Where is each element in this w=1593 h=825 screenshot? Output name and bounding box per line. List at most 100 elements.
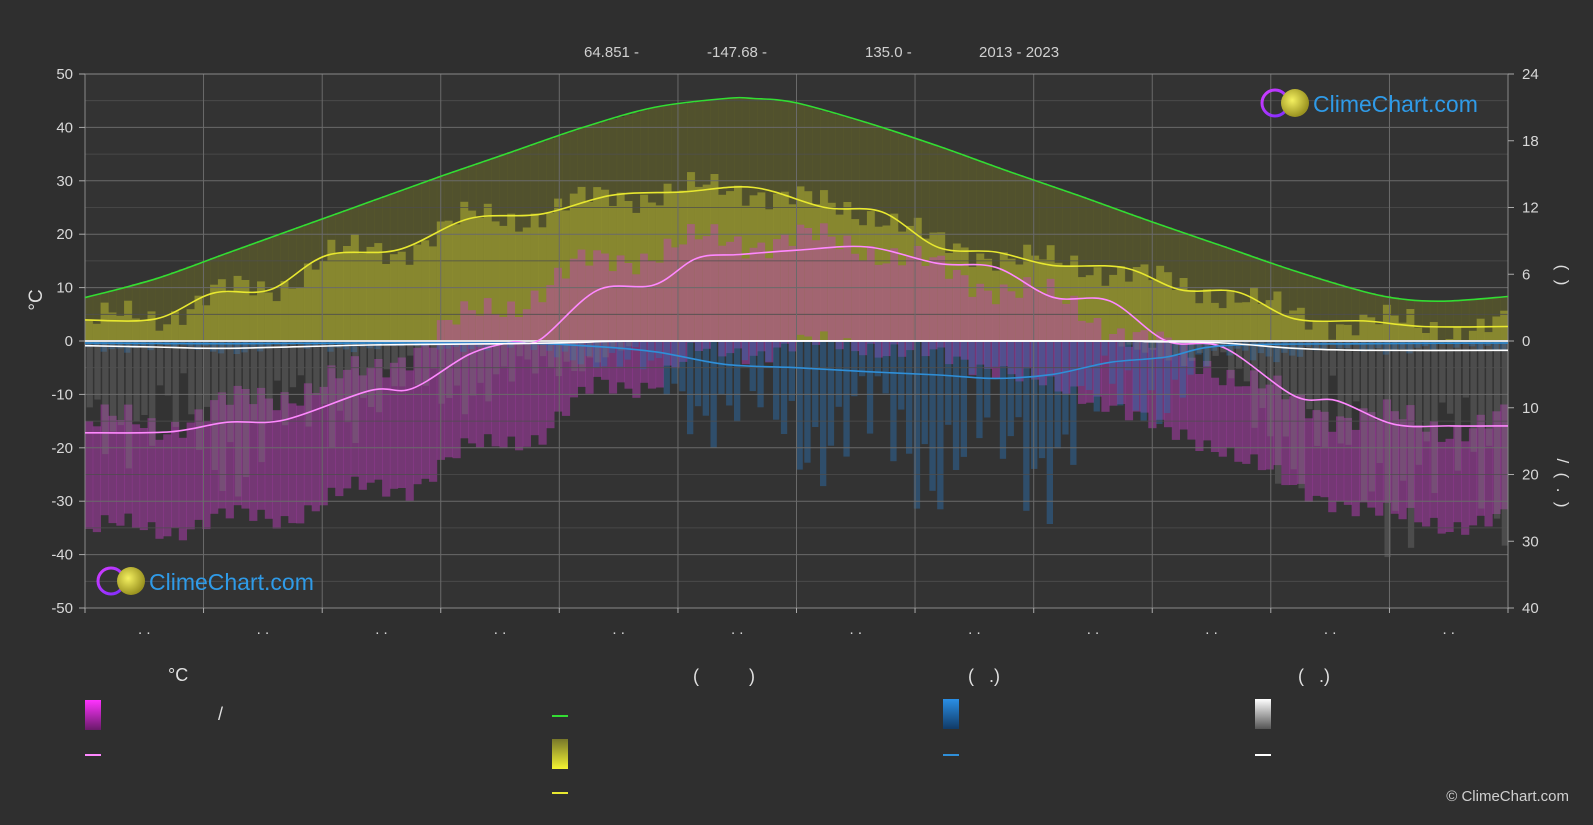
snow-bar (1431, 341, 1438, 493)
sunshine-bar (1226, 290, 1235, 341)
sunshine-bar (804, 191, 813, 341)
temp-range-bar (522, 309, 531, 447)
sunshine-bar (147, 311, 156, 341)
snow-bar (94, 341, 101, 400)
temp-range-bar (1328, 431, 1337, 513)
daylight-bar (296, 227, 305, 341)
temp-range-bar (1468, 428, 1478, 526)
precip-bar (1195, 341, 1202, 355)
sunshine-bar (945, 253, 954, 341)
sunshine-bar (468, 210, 477, 341)
sunshine-bar (202, 305, 211, 341)
temp-range-bar (186, 422, 195, 530)
precip-bar (210, 341, 217, 352)
temp-range-bar (663, 238, 672, 366)
temp-range-bar (616, 255, 625, 383)
sunshine-bar (116, 315, 125, 341)
legend-temp-heading: °C (168, 665, 189, 685)
sunshine-bar (1257, 303, 1266, 341)
sunshine-bar (1093, 267, 1102, 341)
legend-max-temp-line (85, 754, 101, 756)
snow-bar (1384, 341, 1391, 558)
sunshine-bar (1023, 244, 1032, 341)
precip-bar (1117, 341, 1124, 406)
precip-bar (671, 341, 678, 384)
precip-bar (468, 341, 475, 349)
daylight-bar (171, 272, 180, 341)
sunshine-bar (984, 258, 993, 341)
snow-bar (1306, 341, 1313, 410)
sunshine-bar (1351, 335, 1360, 341)
sunshine-bar (1343, 324, 1352, 341)
temp-range-bar (327, 365, 336, 488)
legend-temp-range-swatch (85, 700, 101, 730)
legend-snow-swatch (1255, 699, 1271, 729)
sunshine-bar (1492, 316, 1501, 341)
sunshine-bar (272, 301, 281, 341)
daylight-bar (85, 296, 94, 341)
sunshine-bar (538, 227, 547, 341)
temp-range-bar (1320, 411, 1329, 498)
logo-top-right[interactable]: ClimeChart.com (1260, 88, 1478, 118)
precip-bar (945, 341, 952, 425)
temp-range-bar (952, 269, 962, 357)
sunshine-bar (288, 288, 297, 341)
precip-bar (1140, 341, 1147, 421)
temp-range-bar (178, 437, 187, 541)
precip-bar (655, 341, 663, 358)
sunshine-bar (1156, 265, 1165, 341)
sunshine-bar (726, 191, 735, 341)
precip-bar (913, 341, 921, 509)
temp-range-bar (1336, 416, 1345, 502)
copyright[interactable]: © ClimeChart.com (1446, 788, 1569, 805)
temp-range-bar (1085, 322, 1094, 403)
snow-bar (1251, 341, 1258, 428)
daylight-bar (1461, 299, 1470, 341)
temp-range-bar (906, 256, 915, 351)
temp-range-bar (1234, 386, 1243, 462)
daylight-bar (1336, 284, 1345, 341)
temp-range-bar (780, 234, 790, 344)
precip-bar (1336, 341, 1343, 349)
snow-bar (336, 341, 344, 411)
snow-bar (493, 341, 500, 375)
temp-range-bar (85, 421, 94, 529)
temp-range-bar (788, 245, 797, 352)
logo-bottom-left[interactable]: ClimeChart.com (96, 566, 314, 596)
sunshine-bar (303, 263, 313, 341)
temp-range-bar (1414, 425, 1423, 523)
temp-range-bar (1046, 278, 1055, 377)
sunshine-bar (1273, 291, 1282, 341)
sunshine-bar (593, 187, 602, 341)
snow-bar (1501, 341, 1508, 546)
temp-range-bar (1484, 428, 1493, 527)
precip-bar (906, 341, 913, 454)
temp-range-bar (1171, 355, 1180, 440)
precip-bar (1124, 341, 1132, 371)
daylight-bar (1210, 243, 1220, 341)
precip-bar (530, 341, 537, 350)
sunshine-bar (1320, 321, 1329, 341)
sunshine-bar (640, 194, 649, 341)
daylight-bar (139, 282, 148, 341)
temp-range-bar (1140, 330, 1149, 413)
sunshine-bar (788, 204, 797, 341)
sunshine-bar (1054, 262, 1063, 341)
legend-snow-heading: ( .) (1298, 666, 1330, 686)
sunshine-bar (108, 312, 117, 341)
right-axis-mm-label: 40 (1522, 600, 1539, 617)
sunshine-bar (1422, 333, 1431, 341)
temp-range-bar (429, 347, 438, 482)
legend-precip-line (943, 754, 959, 756)
sunshine-bar (1414, 327, 1423, 341)
sunshine-bar (499, 225, 508, 341)
daylight-bar (1109, 207, 1118, 341)
sunshine-bar (882, 225, 891, 341)
snow-bar (454, 341, 461, 386)
sunshine-bar (671, 192, 680, 341)
temp-range-bar (1312, 410, 1321, 496)
sunshine-bar (780, 191, 790, 341)
precip-bar (1093, 341, 1100, 412)
temp-range-bar (366, 367, 375, 483)
header-elevation: 135.0 - (865, 44, 912, 61)
